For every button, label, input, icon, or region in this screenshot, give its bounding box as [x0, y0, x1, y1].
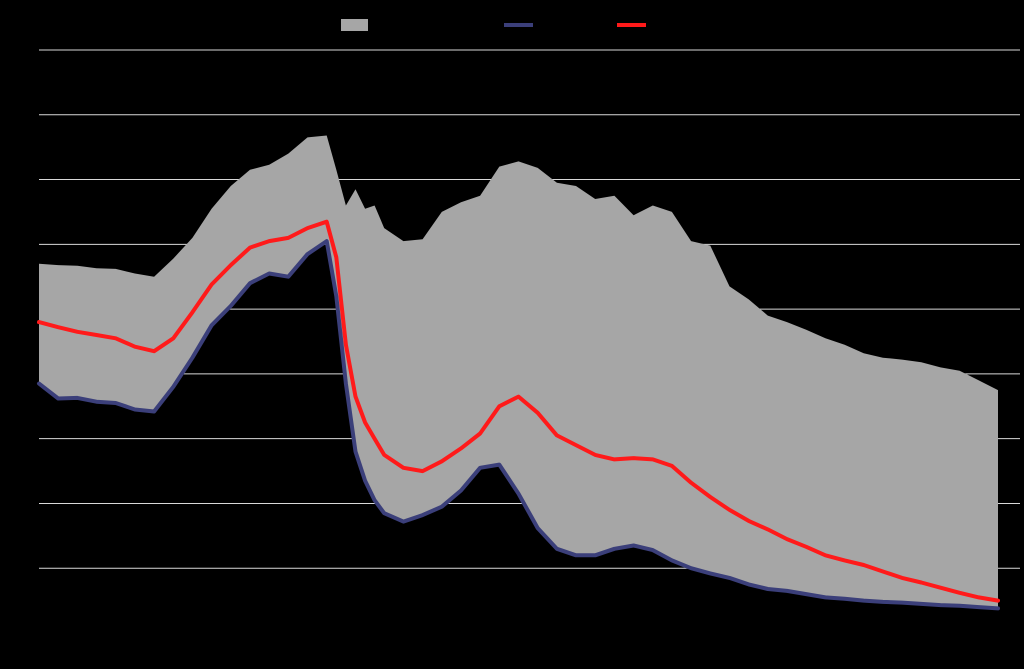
series-line-low: [37, 239, 1000, 611]
lines-layer: [37, 219, 1000, 611]
band-layer: [39, 135, 998, 609]
legend-swatch-band: [341, 19, 368, 31]
band-area: [39, 135, 998, 609]
legend: [341, 19, 646, 31]
series-line-mid: [37, 219, 1000, 603]
